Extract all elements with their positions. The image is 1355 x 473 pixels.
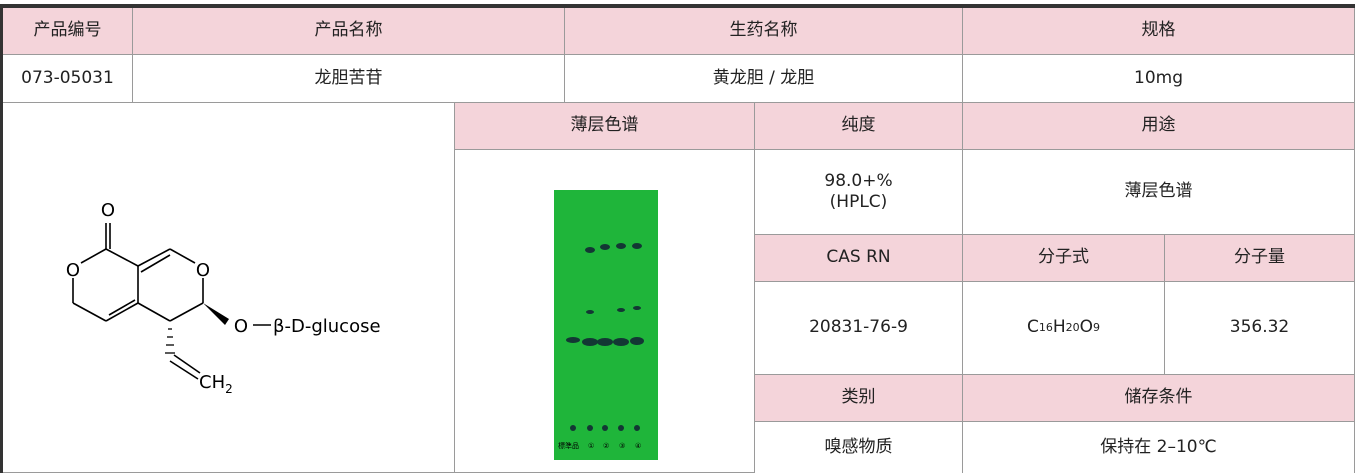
formula-part: C	[1026, 317, 1039, 338]
left-border	[0, 4, 3, 473]
tlc-cell: 標準品 ① ② ③ ④	[455, 150, 755, 473]
formula-part: 20	[1065, 321, 1080, 335]
header-cell: 分子量	[1165, 235, 1355, 282]
tlc-label: ①	[588, 442, 594, 450]
tlc-label: ③	[619, 442, 625, 450]
formula-part: 16	[1038, 321, 1053, 335]
top-border	[0, 4, 1355, 8]
header-cell: 产品名称	[133, 8, 565, 55]
structure-cell: O O O O β-D-glucose CH2	[3, 103, 455, 473]
cell: 20831-76-9	[755, 282, 963, 375]
atom-label: β-D-glucose	[273, 316, 381, 337]
cell: 98.0+% (HPLC)	[755, 150, 963, 235]
atom-label: O	[196, 260, 210, 281]
formula-cell: C 16 H 20 O 9	[963, 282, 1165, 375]
header-cell: 类别	[755, 375, 963, 422]
atom-label: O	[101, 200, 115, 221]
purity: 98.0+%	[824, 170, 893, 191]
cell: 356.32	[1165, 282, 1355, 375]
cell: 黄龙胆 / 龙胆	[565, 55, 963, 103]
header-cell: 生药名称	[565, 8, 963, 55]
header-cell: 规格	[963, 8, 1355, 55]
tlc-label: 標準品	[558, 441, 579, 450]
header-cell: 纯度	[755, 103, 963, 150]
purity-method: (HPLC)	[829, 192, 888, 212]
cell: 嗅感物质	[755, 422, 963, 473]
cell: 073-05031	[3, 55, 133, 103]
formula-part: 9	[1093, 321, 1101, 335]
atom-label: CH2	[199, 372, 233, 396]
cell: 龙胆苦苷	[133, 55, 565, 103]
header-cell: 分子式	[963, 235, 1165, 282]
atom-label: O	[66, 260, 80, 281]
header-cell: 薄层色谱	[455, 103, 755, 150]
atom-label: O	[234, 316, 248, 337]
cell: 薄层色谱	[963, 150, 1355, 235]
cell: 10mg	[963, 55, 1355, 103]
header-cell: 用途	[963, 103, 1355, 150]
tlc-label: ④	[635, 442, 641, 450]
formula-part: H	[1052, 317, 1066, 338]
tlc-plate: 標準品 ① ② ③ ④	[554, 190, 658, 460]
header-cell: 产品编号	[3, 8, 133, 55]
header-cell: 储存条件	[963, 375, 1355, 422]
structure: O O O O β-D-glucose CH2	[66, 200, 381, 396]
formula-part: O	[1079, 317, 1094, 338]
header-cell: CAS RN	[755, 235, 963, 282]
cell: 保持在 2–10℃	[963, 422, 1355, 473]
tlc-label: ②	[603, 442, 609, 450]
